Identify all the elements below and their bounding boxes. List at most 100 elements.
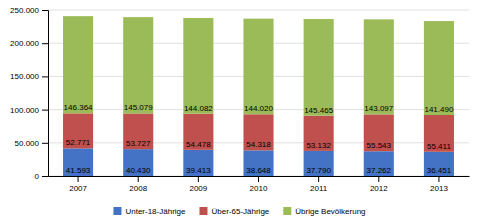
bar xyxy=(63,113,93,148)
y-tick: 100.000 xyxy=(10,106,48,115)
bar-series xyxy=(63,113,454,151)
bar xyxy=(123,113,153,149)
x-tick-label: 2013 xyxy=(430,184,448,193)
data-label: 37.262 xyxy=(367,166,392,175)
data-label: 36.451 xyxy=(427,166,452,175)
y-tick: 250.000 xyxy=(10,6,48,15)
x-tick: 2012 xyxy=(370,176,388,193)
legend-label: Über-65-Jährige xyxy=(211,207,269,216)
bar xyxy=(364,19,394,114)
bar xyxy=(123,17,153,113)
y-axis-line xyxy=(42,11,49,177)
data-label: 38.648 xyxy=(246,166,271,175)
data-label: 145.465 xyxy=(304,106,333,115)
x-tick-mark xyxy=(78,176,79,182)
y-tick: 150.000 xyxy=(10,72,48,81)
bar xyxy=(123,149,153,176)
y-tick: 200.000 xyxy=(10,39,48,48)
bar xyxy=(243,114,273,150)
y-tick-mark xyxy=(42,76,48,77)
legend-swatch xyxy=(199,207,207,215)
y-tick-label: 200.000 xyxy=(10,39,39,48)
y-tick-mark xyxy=(42,143,48,144)
y-tick-label: 150.000 xyxy=(10,72,39,81)
bar xyxy=(63,16,93,113)
data-label: 144.020 xyxy=(244,104,273,113)
data-label: 55.411 xyxy=(427,142,451,151)
x-tick-mark xyxy=(138,176,139,182)
x-tick: 2009 xyxy=(189,176,207,193)
bar xyxy=(243,19,273,115)
bar-series xyxy=(63,16,454,115)
y-tick: 50.000 xyxy=(15,139,48,148)
legend-item: Übrige Bevölkerung xyxy=(283,207,365,216)
grid xyxy=(48,10,469,176)
y-tick-label: 100.000 xyxy=(10,106,39,115)
bar xyxy=(243,150,273,176)
bar xyxy=(304,116,334,151)
x-tick-label: 2012 xyxy=(370,184,388,193)
data-label: 55.543 xyxy=(367,141,392,150)
legend-swatch xyxy=(283,207,291,215)
bar xyxy=(304,19,334,116)
bar xyxy=(364,114,394,151)
x-tick: 2013 xyxy=(430,176,448,193)
chart: 050.000100.000150.000200.000250.00020072… xyxy=(0,0,479,222)
x-tick-mark xyxy=(318,176,319,182)
x-tick: 2010 xyxy=(250,176,268,193)
data-label: 37.790 xyxy=(306,166,331,175)
data-label: 53.132 xyxy=(306,141,331,150)
bar xyxy=(424,21,454,115)
y-tick-label: 0 xyxy=(35,172,40,181)
x-tick-label: 2007 xyxy=(69,184,87,193)
data-label: 144.082 xyxy=(184,104,213,113)
data-label: 145.079 xyxy=(124,103,153,112)
y-tick-label: 250.000 xyxy=(10,6,39,15)
bar xyxy=(183,150,213,176)
data-label: 39.413 xyxy=(186,166,211,175)
x-axis: 2007 2008 2009 2010 2011 2012 2013 xyxy=(49,176,470,193)
x-tick-mark xyxy=(258,176,259,182)
y-tick-mark xyxy=(42,110,48,111)
data-label: 41.593 xyxy=(66,166,91,175)
bar xyxy=(424,115,454,152)
x-tick-mark xyxy=(378,176,379,182)
data-label: 54.318 xyxy=(246,140,271,149)
data-label: 40.430 xyxy=(126,166,151,175)
y-tick-mark xyxy=(42,176,48,177)
data-label: 143.097 xyxy=(364,104,393,113)
legend-item: Unter-18-Jährige xyxy=(113,207,186,216)
x-tick-mark xyxy=(198,176,199,182)
legend-swatch xyxy=(113,207,121,215)
x-tick-label: 2009 xyxy=(189,184,207,193)
data-label: 52.771 xyxy=(66,138,91,147)
y-tick: 0 xyxy=(35,172,48,181)
legend-item: Über-65-Jährige xyxy=(199,207,269,216)
bar xyxy=(183,114,213,150)
data-label: 54.478 xyxy=(186,140,211,149)
x-tick-mark xyxy=(438,176,439,182)
x-tick-label: 2010 xyxy=(250,184,268,193)
legend: Unter-18-Jährige Über-65-Jährige Übrige Be… xyxy=(113,207,365,216)
data-label: 141.490 xyxy=(424,105,453,114)
x-tick-label: 2008 xyxy=(129,184,147,193)
bar-series xyxy=(63,148,454,176)
data-labels: 41.593 40.430 39.413 38.648 37.790 37.262 36.4… xyxy=(64,103,454,175)
y-axis: 0 50.000 100.000 150.000 200.000 250.000 xyxy=(10,6,48,181)
y-tick-mark xyxy=(42,43,48,44)
bar xyxy=(183,18,213,114)
x-tick-label: 2011 xyxy=(310,184,328,193)
x-tick: 2008 xyxy=(129,176,147,193)
bar xyxy=(424,152,454,176)
legend-label: Unter-18-Jährige xyxy=(125,207,186,216)
data-label: 146.364 xyxy=(64,103,93,112)
bar xyxy=(364,151,394,176)
grid-line xyxy=(48,10,469,11)
bars xyxy=(63,16,454,176)
x-tick: 2011 xyxy=(310,176,328,193)
y-tick-label: 50.000 xyxy=(15,139,40,148)
bar xyxy=(304,151,334,176)
bar xyxy=(63,148,93,176)
y-tick-mark xyxy=(42,10,48,11)
x-tick: 2007 xyxy=(69,176,87,193)
